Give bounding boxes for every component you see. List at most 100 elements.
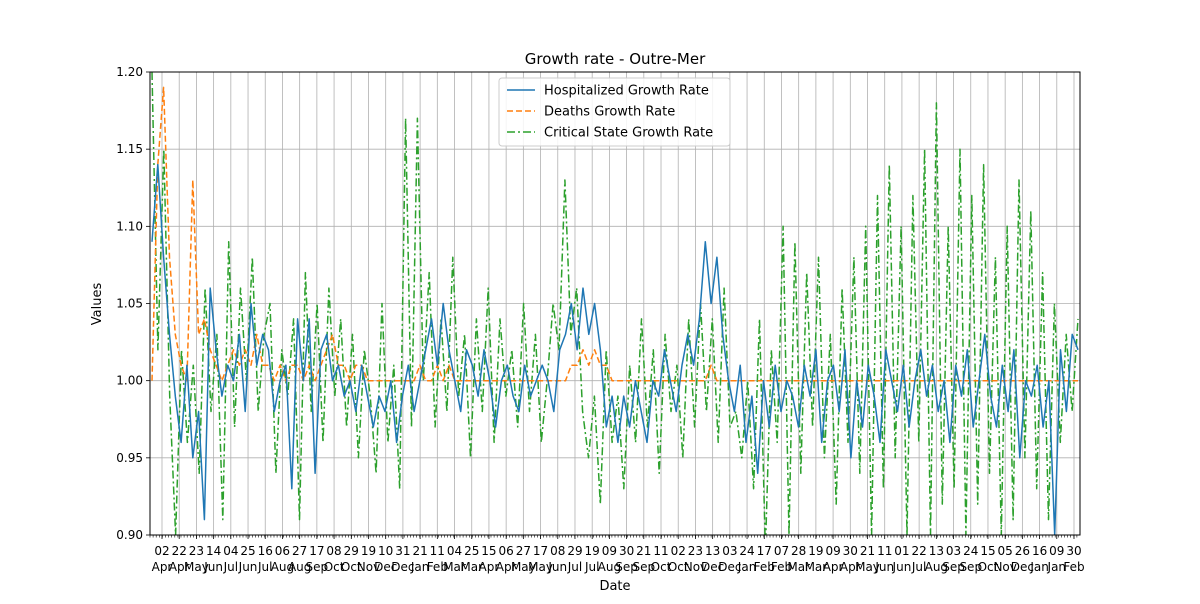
x-tick-label-day: 16	[258, 544, 273, 558]
x-tick-label-month: Apr	[152, 560, 173, 574]
x-tick-label-day: 22	[172, 544, 187, 558]
x-tick-label-day: 15	[980, 544, 995, 558]
x-tick-label-month: Nov	[993, 560, 1016, 574]
x-tick-label-day: 24	[963, 544, 978, 558]
x-tick-label-month: Apr	[823, 560, 844, 574]
legend-label-0: Hospitalized Growth Rate	[544, 84, 709, 99]
x-tick-label-day: 23	[688, 544, 703, 558]
x-tick-label-month: Dec	[391, 560, 414, 574]
x-tick-label-month: Apr	[479, 560, 500, 574]
x-tick-label-day: 28	[791, 544, 806, 558]
x-tick-label-month: Mar	[443, 560, 466, 574]
x-tick-label-day: 06	[275, 544, 290, 558]
x-tick-label-day: 04	[223, 544, 238, 558]
x-tick-label-day: 11	[430, 544, 445, 558]
x-tick-label-day: 04	[447, 544, 462, 558]
x-tick-label-day: 10	[378, 544, 393, 558]
x-tick-label-day: 25	[464, 544, 479, 558]
x-tick-label-month: Jan	[737, 560, 757, 574]
x-tick-label-day: 14	[206, 544, 221, 558]
x-tick-label-month: Sep	[942, 560, 965, 574]
x-tick-label-month: Oct	[668, 560, 689, 574]
x-tick-label-month: Jan	[1047, 560, 1067, 574]
x-tick-label-month: Dec	[1011, 560, 1034, 574]
x-tick-label-month: Mar	[787, 560, 810, 574]
x-tick-label-day: 24	[739, 544, 754, 558]
x-tick-label-day: 09	[602, 544, 617, 558]
x-tick-label-month: Oct	[978, 560, 999, 574]
x-tick-label-month: Apr	[169, 560, 190, 574]
x-tick-label-day: 19	[808, 544, 823, 558]
x-tick-label-day: 07	[774, 544, 789, 558]
y-tick-label: 1.05	[116, 297, 143, 311]
x-tick-label-month: Nov	[684, 560, 707, 574]
x-tick-label-month: May	[511, 560, 536, 574]
y-tick-label: 1.15	[116, 142, 143, 156]
y-tick-label: 1.10	[116, 219, 143, 233]
x-tick-label-day: 29	[344, 544, 359, 558]
x-tick-label-day: 19	[585, 544, 600, 558]
x-tick-label-month: Dec	[374, 560, 397, 574]
x-tick-label-day: 19	[361, 544, 376, 558]
x-tick-label-day: 01	[894, 544, 909, 558]
y-tick-label: 1.20	[116, 65, 143, 79]
legend: Hospitalized Growth Rate Deaths Growth Ra…	[498, 77, 731, 147]
x-tick-label-day: 25	[240, 544, 255, 558]
x-tick-label-month: Feb	[1063, 560, 1084, 574]
x-tick-label-month: Sep	[959, 560, 982, 574]
x-tick-label-day: 03	[722, 544, 737, 558]
x-tick-label-day: 16	[1032, 544, 1047, 558]
x-tick-label-month: Aug	[925, 560, 948, 574]
x-axis: 02Apr22Apr23May14Jun04Jul25Jun16Jul06Aug…	[149, 535, 1085, 574]
x-tick-label-day: 30	[619, 544, 634, 558]
x-tick-label-month: Feb	[771, 560, 792, 574]
x-tick-label-month: Aug	[598, 560, 621, 574]
x-tick-label-month: Nov	[357, 560, 380, 574]
x-tick-label-day: 02	[154, 544, 169, 558]
x-tick-label-day: 17	[757, 544, 772, 558]
x-tick-label-day: 22	[911, 544, 926, 558]
x-tick-label-day: 08	[550, 544, 565, 558]
x-tick-label-month: Jun	[203, 560, 223, 574]
x-tick-label-month: Jul	[584, 560, 599, 574]
legend-box	[498, 77, 731, 147]
x-tick-label-day: 06	[499, 544, 514, 558]
x-tick-label-month: Jan	[1029, 560, 1049, 574]
x-tick-label-month: Apr	[496, 560, 517, 574]
x-tick-label-day: 30	[1066, 544, 1081, 558]
y-tick-label: 0.95	[116, 451, 143, 465]
x-tick-label-month: Jul	[223, 560, 238, 574]
x-tick-label-day: 29	[567, 544, 582, 558]
x-tick-label-day: 05	[998, 544, 1013, 558]
y-axis-label: Values	[90, 283, 105, 326]
x-tick-label-day: 21	[636, 544, 651, 558]
x-tick-label-day: 26	[1015, 544, 1030, 558]
x-tick-label-month: Sep	[632, 560, 655, 574]
x-tick-label-month: Apr	[840, 560, 861, 574]
x-tick-label-month: May	[528, 560, 553, 574]
x-tick-label-day: 02	[671, 544, 686, 558]
y-tick-label: 0.90	[116, 528, 143, 542]
y-tick-label: 1.00	[116, 374, 143, 388]
series-line-1	[151, 86, 1078, 382]
x-tick-label-month: Jun	[892, 560, 912, 574]
x-tick-label-month: Aug	[288, 560, 311, 574]
x-tick-label-day: 11	[653, 544, 668, 558]
x-tick-label-day: 13	[929, 544, 944, 558]
x-tick-label-month: May	[855, 560, 880, 574]
x-tick-label-month: Feb	[754, 560, 775, 574]
x-tick-label-month: Dec	[718, 560, 741, 574]
legend-label-2: Critical State Growth Rate	[544, 126, 713, 141]
x-axis-label: Date	[599, 579, 630, 594]
x-tick-label-day: 21	[412, 544, 427, 558]
legend-label-1: Deaths Growth Rate	[544, 105, 675, 120]
x-tick-label-month: Oct	[651, 560, 672, 574]
x-tick-label-day: 27	[516, 544, 531, 558]
x-tick-label-month: Sep	[306, 560, 329, 574]
x-tick-label-month: Jun	[238, 560, 258, 574]
x-tick-label-month: Jan	[410, 560, 430, 574]
grid	[150, 71, 1080, 536]
x-tick-label-day: 08	[326, 544, 341, 558]
